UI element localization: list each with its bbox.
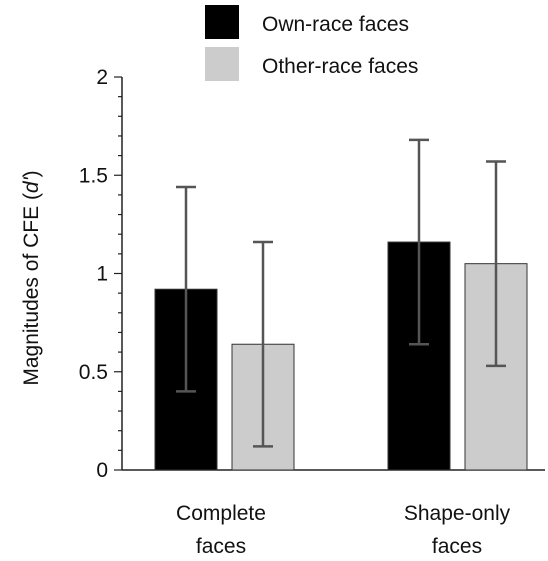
y-tick-label: 1 (96, 263, 108, 286)
y-tick-label: 0.5 (79, 361, 108, 384)
error-bars (176, 138, 506, 448)
legend: Own-race faces Other-race faces (205, 5, 418, 81)
x-category-label: faces (196, 535, 246, 558)
y-axis-title: Magnitudes of CFE (d') (20, 170, 43, 385)
x-category-label: Shape-only (404, 502, 511, 525)
y-tick-label: 1.5 (79, 164, 108, 187)
x-category-label: faces (432, 535, 482, 558)
x-axis: Complete faces Shape-only faces (122, 469, 545, 558)
y-axis: 0 0.5 1 1.5 2 (79, 66, 123, 482)
legend-swatch (205, 47, 239, 81)
y-axis-title-text: Magnitudes of CFE ( (20, 193, 43, 386)
bars (154, 241, 528, 471)
legend-label: Own-race faces (262, 13, 409, 36)
legend-swatch (205, 5, 239, 39)
x-category-label: Complete (176, 502, 266, 525)
legend-label: Other-race faces (262, 55, 418, 78)
y-axis-title-suffix: ) (20, 170, 43, 177)
y-tick-label: 0 (96, 459, 108, 482)
y-axis-title-italic: d' (20, 176, 43, 193)
y-tick-label: 2 (96, 66, 108, 89)
